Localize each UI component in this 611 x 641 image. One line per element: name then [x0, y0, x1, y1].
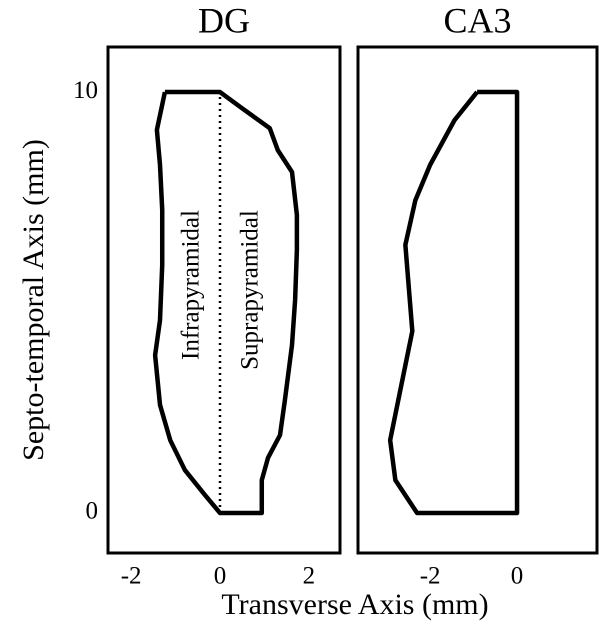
x-axis-label: Transverse Axis (mm)	[221, 588, 488, 621]
x-tick-label: -2	[420, 563, 441, 590]
panel-title: CA3	[443, 0, 511, 40]
outline	[152, 89, 300, 516]
x-tick-label: -2	[121, 563, 142, 590]
y-tick-label: 0	[86, 498, 99, 525]
annotation: Infrapyramidal	[178, 210, 205, 360]
x-tick-label: 2	[303, 563, 316, 590]
plot-frame	[106, 45, 342, 555]
outline	[387, 89, 520, 516]
y-axis-label: Septo-temporal Axis (mm)	[17, 139, 50, 461]
y-tick-label: 10	[73, 77, 98, 104]
plot-frame	[356, 45, 599, 555]
annotation: Suprapyramidal	[237, 210, 264, 370]
x-tick-label: 0	[214, 563, 227, 590]
panel-title: DG	[198, 0, 250, 40]
x-tick-label: 0	[511, 563, 524, 590]
